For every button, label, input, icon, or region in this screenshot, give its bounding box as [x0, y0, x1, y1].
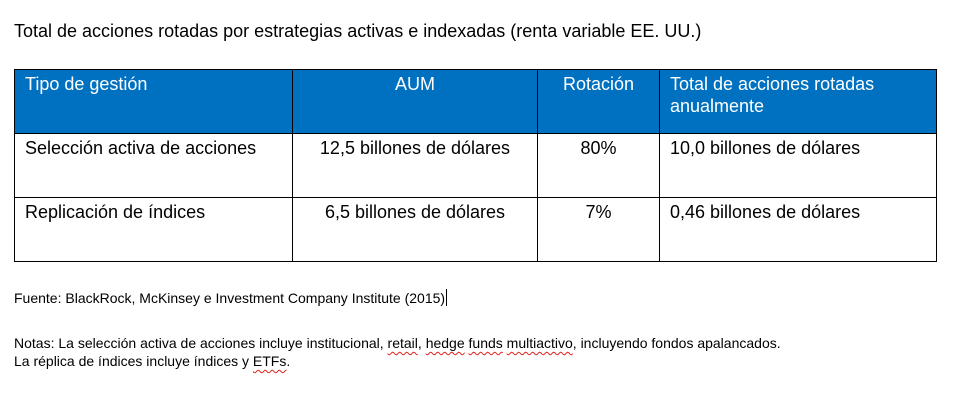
table-cell-rotacion: 7%	[537, 197, 660, 262]
document-title: Total de acciones rotadas por estrategia…	[14, 21, 702, 41]
table-header-row: Tipo de gestión AUM Rotación Total de ac…	[14, 69, 937, 134]
misspelled-word[interactable]: ETFs	[252, 353, 287, 369]
column-header-tipo-de-gestion: Tipo de gestión	[14, 69, 293, 134]
column-header-rotacion: Rotación	[537, 69, 660, 134]
table-cell-aum: 12,5 billones de dólares	[292, 133, 538, 198]
column-header-total-acciones-rotadas: Total de acciones rotadas anualmente	[659, 69, 937, 134]
misspelled-word[interactable]: multiactivo	[506, 335, 573, 351]
misspelled-word[interactable]: hedge	[425, 335, 465, 351]
notes-text: ,	[417, 335, 426, 351]
source-line[interactable]: Fuente: BlackRock, McKinsey e Investment…	[14, 289, 448, 307]
column-header-aum: AUM	[292, 69, 538, 134]
notes-text: Notas: La selección activa de acciones i…	[14, 335, 388, 351]
table-row: Selección activa de acciones 12,5 billon…	[14, 133, 937, 198]
table-cell-tipo: Replicación de índices	[14, 197, 293, 262]
misspelled-word[interactable]: funds	[468, 335, 503, 351]
notes-line-1: Notas: La selección activa de acciones i…	[14, 334, 781, 352]
table-cell-tipo: Selección activa de acciones	[14, 133, 293, 198]
notes-line-2: La réplica de índices incluye índices y …	[14, 352, 781, 370]
source-text: Fuente: BlackRock, McKinsey e Investment…	[14, 290, 446, 306]
misspelled-word[interactable]: retail	[387, 335, 418, 351]
table-cell-rotacion: 80%	[537, 133, 660, 198]
text-cursor	[446, 289, 448, 306]
notes-text: , incluyendo fondos apalancados.	[572, 335, 781, 351]
notes-block[interactable]: Notas: La selección activa de acciones i…	[14, 334, 781, 370]
data-table: Tipo de gestión AUM Rotación Total de ac…	[14, 69, 937, 262]
table-cell-aum: 6,5 billones de dólares	[292, 197, 538, 262]
notes-text: .	[286, 353, 291, 369]
table-cell-total: 10,0 billones de dólares	[659, 133, 937, 198]
notes-text: La réplica de índices incluye índices y	[14, 353, 253, 369]
table-cell-total: 0,46 billones de dólares	[659, 197, 937, 262]
table-row: Replicación de índices 6,5 billones de d…	[14, 197, 937, 262]
